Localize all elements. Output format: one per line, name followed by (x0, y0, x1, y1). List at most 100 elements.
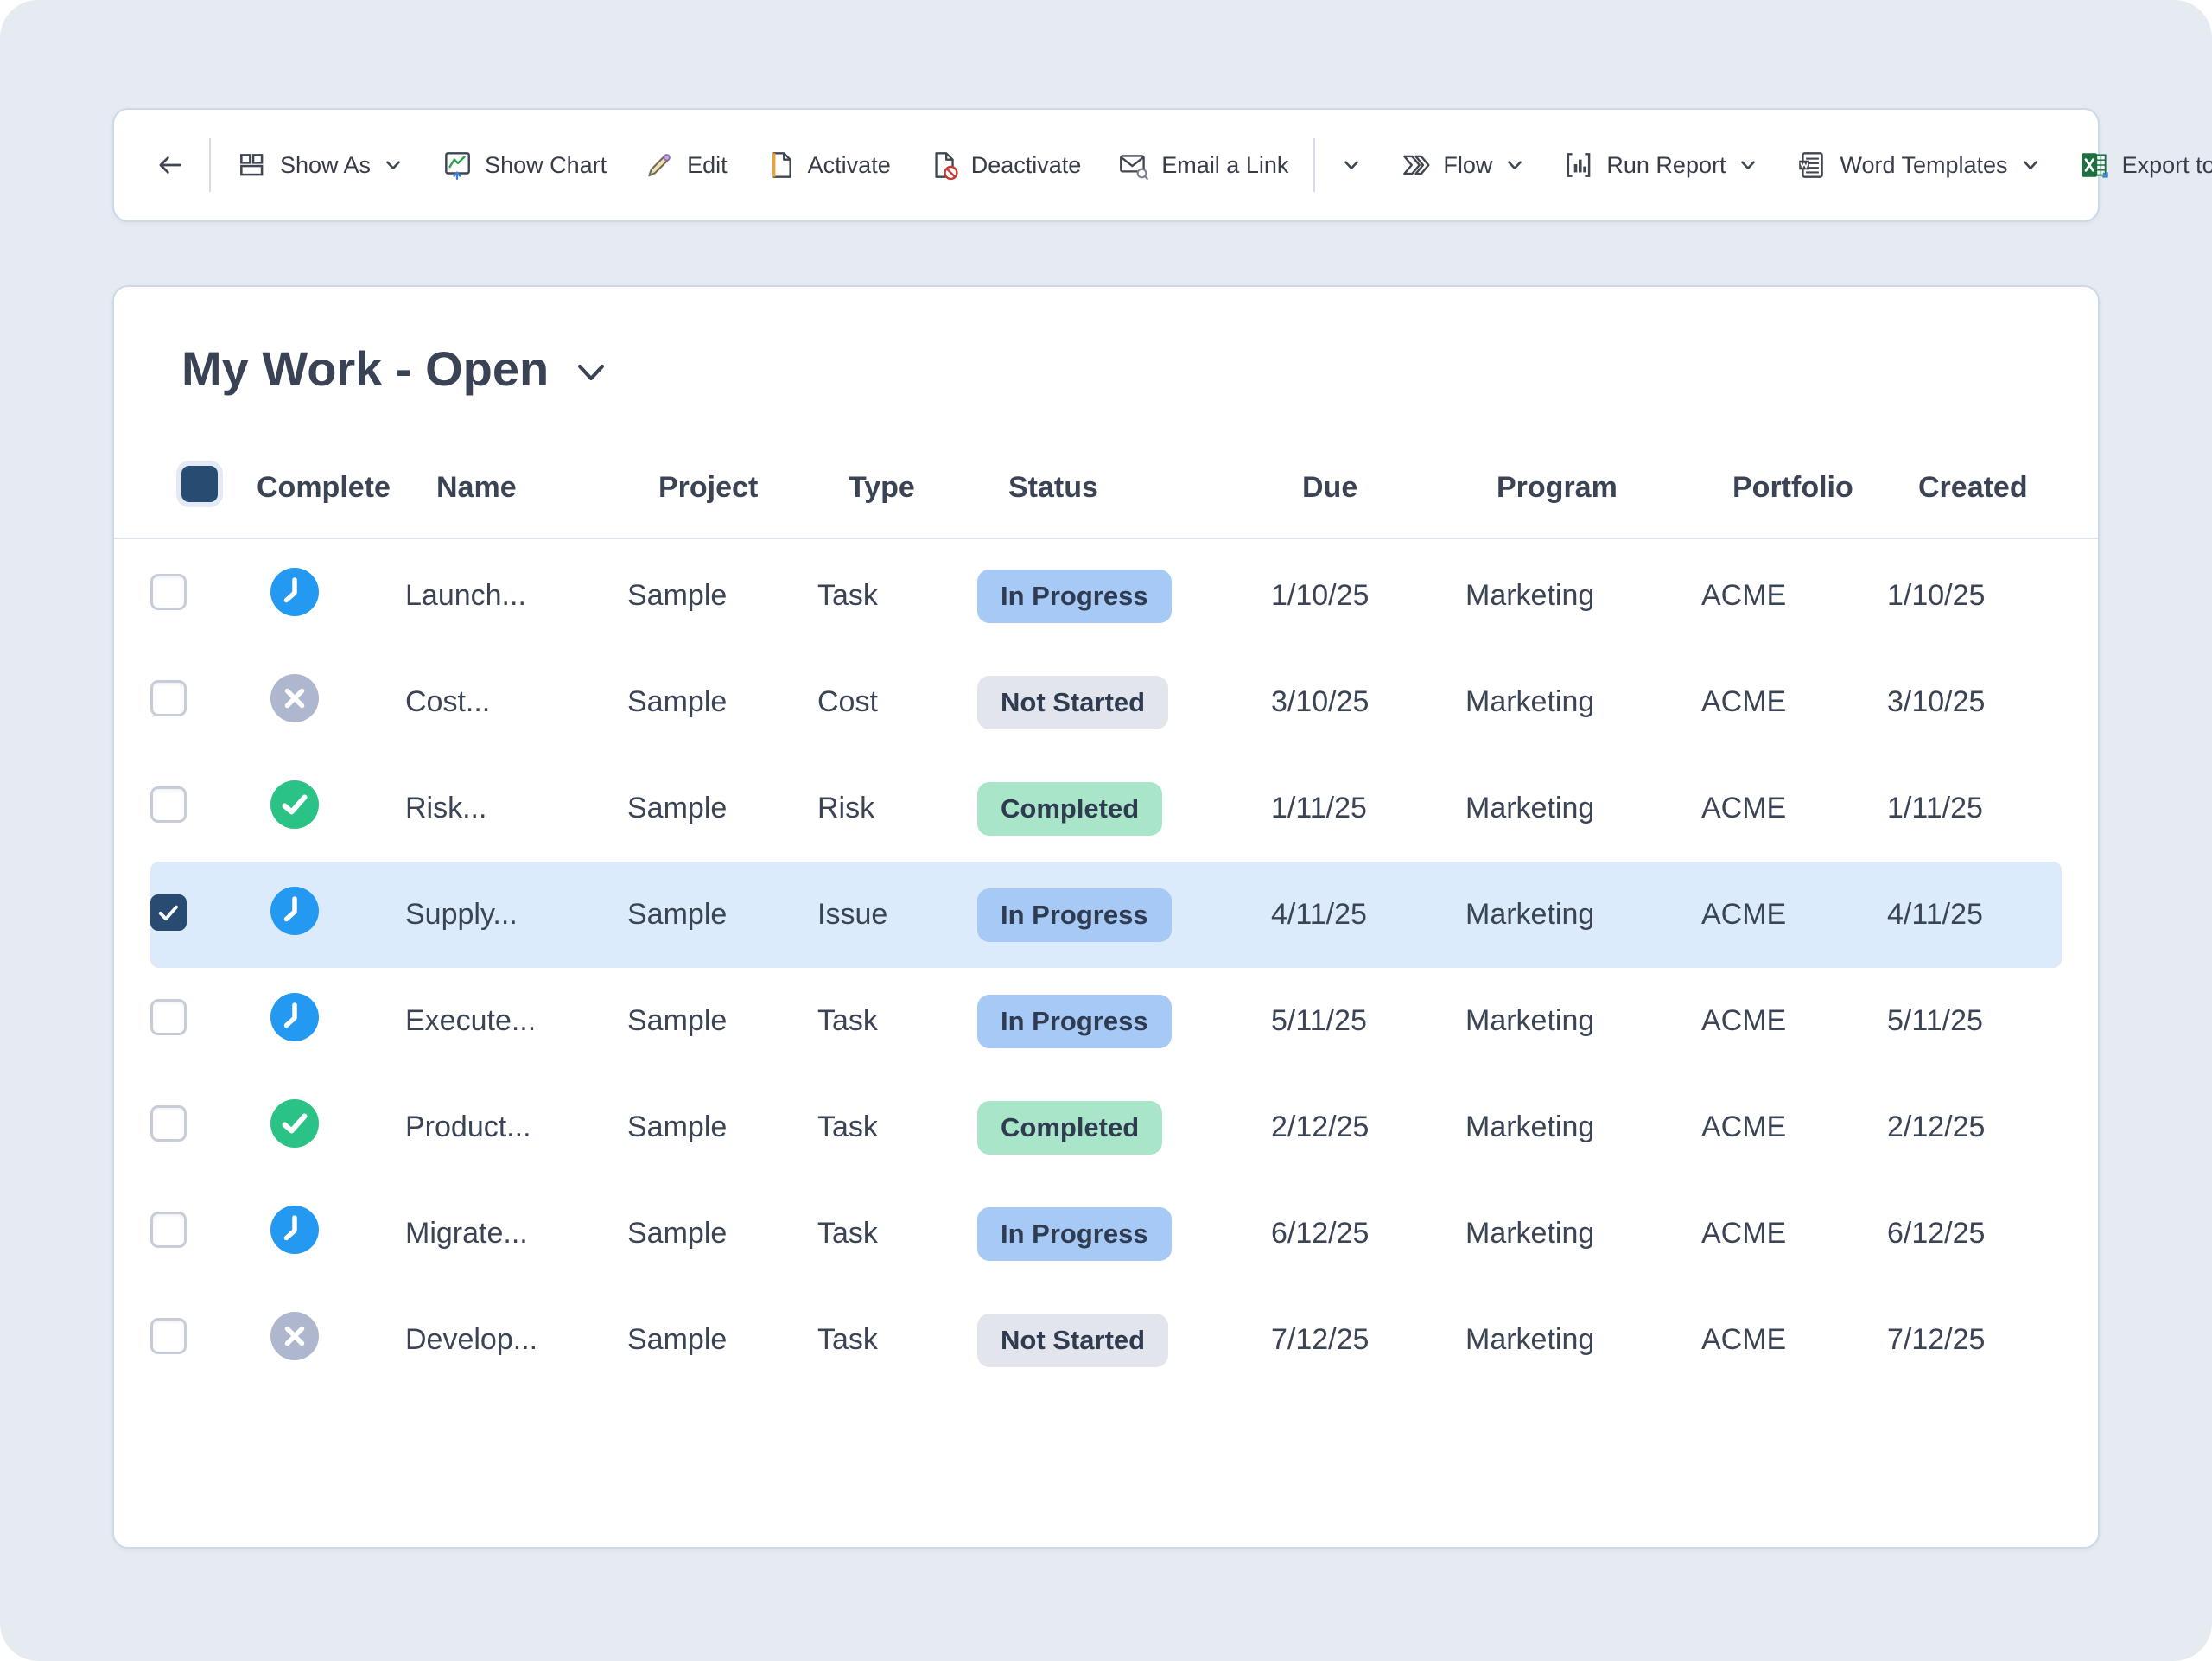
view-selector[interactable]: My Work - Open (181, 340, 611, 397)
portfolio-cell: ACME (1701, 579, 1887, 613)
column-header-portfolio[interactable]: Portfolio (1732, 471, 1918, 505)
program-cell: Marketing (1465, 579, 1701, 613)
task-name-cell[interactable]: Risk... (405, 792, 627, 825)
task-name-cell[interactable]: Supply... (405, 898, 627, 932)
portfolio-cell: ACME (1701, 1111, 1887, 1144)
due-date-cell: 6/12/25 (1271, 1217, 1465, 1251)
export-to-excel-button[interactable]: Export to Excel (2060, 149, 2212, 181)
column-header-status[interactable]: Status (1008, 471, 1302, 505)
task-name-cell[interactable]: Cost... (405, 685, 627, 719)
column-header-program[interactable]: Program (1497, 471, 1732, 505)
project-cell: Sample (627, 1004, 817, 1038)
flow-button[interactable]: Flow (1381, 149, 1544, 181)
type-cell: Issue (817, 898, 977, 932)
column-header-complete[interactable]: Complete (257, 471, 436, 505)
portfolio-cell: ACME (1701, 792, 1887, 825)
chevron-down-icon (382, 154, 404, 176)
word-templates-label: Word Templates (1840, 152, 2007, 179)
view-selector-chevron-icon (571, 353, 611, 392)
show-chart-button[interactable]: Show Chart (423, 149, 625, 181)
table-row[interactable]: Launch... Sample Task In Progress 1/10/2… (150, 543, 2062, 649)
program-cell: Marketing (1465, 898, 1701, 932)
type-cell: Task (817, 1323, 977, 1357)
deactivate-label: Deactivate (971, 152, 1082, 179)
show-as-button[interactable]: Show As (218, 149, 423, 181)
page-title: My Work - Open (181, 340, 549, 397)
column-header-project[interactable]: Project (658, 471, 849, 505)
type-cell: Task (817, 1111, 977, 1144)
table-row[interactable]: Execute... Sample Task In Progress 5/11/… (150, 968, 2062, 1074)
back-button[interactable] (138, 149, 202, 181)
due-date-cell: 1/11/25 (1271, 792, 1465, 825)
word-templates-button[interactable]: Word Templates (1777, 149, 2059, 181)
task-name-cell[interactable]: Product... (405, 1111, 627, 1144)
created-date-cell: 6/12/25 (1887, 1217, 2062, 1251)
column-header-name[interactable]: Name (436, 471, 658, 505)
program-cell: Marketing (1465, 1004, 1701, 1038)
grid-layout-icon (236, 149, 269, 181)
due-date-cell: 4/11/25 (1271, 898, 1465, 932)
column-header-due[interactable]: Due (1302, 471, 1497, 505)
row-checkbox[interactable] (150, 1105, 187, 1142)
type-cell: Risk (817, 792, 977, 825)
table-row[interactable]: Risk... Sample Risk Completed 1/11/25 Ma… (150, 755, 2062, 862)
clock-in-progress-icon[interactable] (270, 1206, 319, 1254)
table-rows: Launch... Sample Task In Progress 1/10/2… (150, 543, 2062, 1393)
activate-document-icon (764, 149, 797, 181)
activate-label: Activate (808, 152, 891, 179)
status-badge: In Progress (977, 995, 1172, 1048)
run-report-label: Run Report (1606, 152, 1726, 179)
row-checkbox[interactable] (150, 680, 187, 716)
flow-label: Flow (1443, 152, 1492, 179)
row-checkbox[interactable] (150, 786, 187, 823)
x-not-started-icon[interactable] (270, 1312, 319, 1360)
row-checkbox[interactable] (150, 1212, 187, 1248)
column-header-created[interactable]: Created (1918, 471, 2062, 505)
deactivate-button[interactable]: Deactivate (909, 149, 1100, 181)
check-completed-icon[interactable] (270, 780, 319, 829)
project-cell: Sample (627, 1323, 817, 1357)
x-not-started-icon[interactable] (270, 674, 319, 722)
chevron-down-icon (1340, 154, 1363, 176)
due-date-cell: 2/12/25 (1271, 1111, 1465, 1144)
check-completed-icon[interactable] (270, 1099, 319, 1148)
table-row[interactable]: Supply... Sample Issue In Progress 4/11/… (150, 862, 2062, 968)
task-name-cell[interactable]: Migrate... (405, 1217, 627, 1251)
created-date-cell: 2/12/25 (1887, 1111, 2062, 1144)
report-icon (1562, 149, 1595, 181)
created-date-cell: 7/12/25 (1887, 1323, 2062, 1357)
program-cell: Marketing (1465, 1217, 1701, 1251)
status-badge: In Progress (977, 1207, 1172, 1261)
table-row[interactable]: Migrate... Sample Task In Progress 6/12/… (150, 1181, 2062, 1287)
word-document-icon (1796, 149, 1828, 181)
row-checkbox[interactable] (150, 1318, 187, 1354)
table-row[interactable]: Cost... Sample Cost Not Started 3/10/25 … (150, 649, 2062, 755)
row-checkbox[interactable] (150, 999, 187, 1035)
run-report-button[interactable]: Run Report (1544, 149, 1777, 181)
program-cell: Marketing (1465, 1111, 1701, 1144)
select-all-checkbox[interactable] (181, 466, 218, 502)
email-a-link-button[interactable]: Email a Link (1099, 149, 1306, 181)
task-name-cell[interactable]: Develop... (405, 1323, 627, 1357)
portfolio-cell: ACME (1701, 1217, 1887, 1251)
clock-in-progress-icon[interactable] (270, 887, 319, 935)
column-header-type[interactable]: Type (849, 471, 1008, 505)
email-a-link-label: Email a Link (1161, 152, 1288, 179)
status-badge: Not Started (977, 676, 1168, 729)
task-name-cell[interactable]: Execute... (405, 1004, 627, 1038)
type-cell: Task (817, 579, 977, 613)
edit-button[interactable]: Edit (625, 149, 746, 181)
status-badge: Completed (977, 782, 1162, 836)
email-link-icon (1117, 149, 1150, 181)
portfolio-cell: ACME (1701, 685, 1887, 719)
table-row[interactable]: Develop... Sample Task Not Started 7/12/… (150, 1287, 2062, 1393)
activate-button[interactable]: Activate (746, 149, 909, 181)
table-row[interactable]: Product... Sample Task Completed 2/12/25… (150, 1074, 2062, 1181)
task-name-cell[interactable]: Launch... (405, 579, 627, 613)
overflow-chevron-button[interactable] (1322, 154, 1381, 176)
row-checkbox[interactable] (150, 894, 187, 931)
status-badge: Completed (977, 1101, 1162, 1155)
clock-in-progress-icon[interactable] (270, 993, 319, 1041)
clock-in-progress-icon[interactable] (270, 568, 319, 616)
row-checkbox[interactable] (150, 574, 187, 610)
